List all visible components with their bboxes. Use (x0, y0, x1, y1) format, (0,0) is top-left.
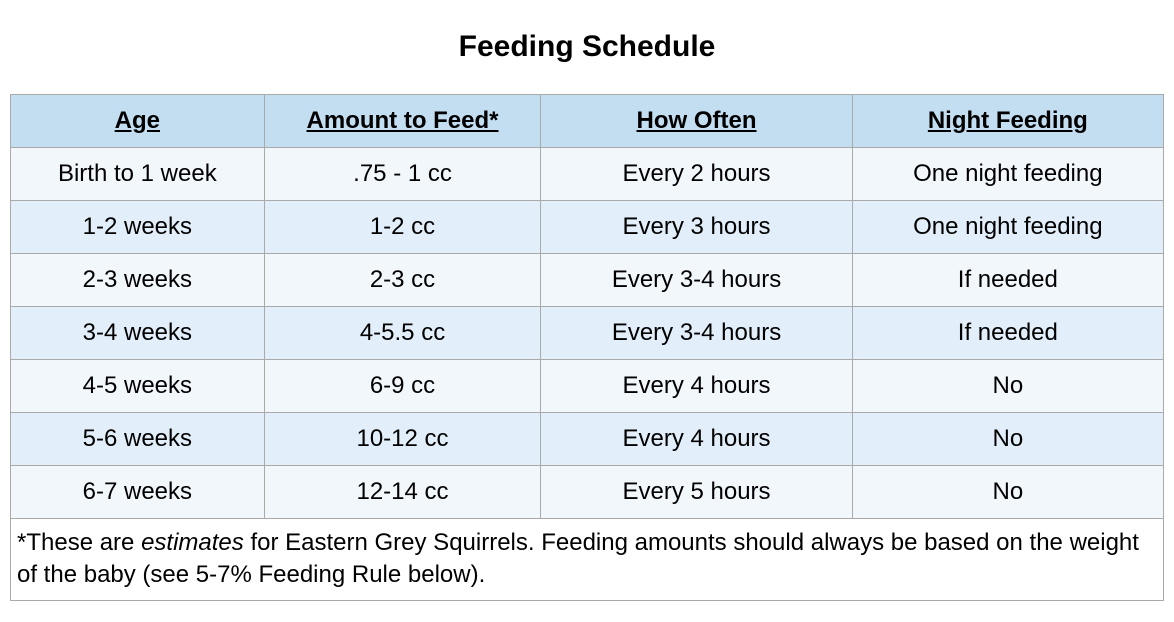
col-header-age: Age (11, 95, 265, 148)
cell-often: Every 5 hours (541, 466, 852, 519)
cell-amount: 4-5.5 cc (264, 307, 541, 360)
cell-often: Every 4 hours (541, 413, 852, 466)
footnote-prefix: *These are (17, 529, 141, 556)
table-row: 5-6 weeks 10-12 cc Every 4 hours No (11, 413, 1164, 466)
cell-night: No (852, 466, 1163, 519)
col-header-often: How Often (541, 95, 852, 148)
cell-age: 1-2 weeks (11, 201, 265, 254)
cell-age: 6-7 weeks (11, 466, 265, 519)
cell-often: Every 3 hours (541, 201, 852, 254)
page-title: Feeding Schedule (10, 30, 1164, 64)
cell-age: Birth to 1 week (11, 148, 265, 201)
cell-often: Every 3-4 hours (541, 307, 852, 360)
page: Feeding Schedule Age Amount to Feed* How… (0, 0, 1174, 611)
table-row: 3-4 weeks 4-5.5 cc Every 3-4 hours If ne… (11, 307, 1164, 360)
cell-often: Every 3-4 hours (541, 254, 852, 307)
table-row: 2-3 weeks 2-3 cc Every 3-4 hours If need… (11, 254, 1164, 307)
cell-amount: 12-14 cc (264, 466, 541, 519)
table-row: 1-2 weeks 1-2 cc Every 3 hours One night… (11, 201, 1164, 254)
cell-night: No (852, 413, 1163, 466)
table-row: 6-7 weeks 12-14 cc Every 5 hours No (11, 466, 1164, 519)
cell-age: 4-5 weeks (11, 360, 265, 413)
feeding-table: Age Amount to Feed* How Often Night Feed… (10, 94, 1164, 601)
col-header-night: Night Feeding (852, 95, 1163, 148)
cell-amount: 10-12 cc (264, 413, 541, 466)
cell-age: 5-6 weeks (11, 413, 265, 466)
table-row: Birth to 1 week .75 - 1 cc Every 2 hours… (11, 148, 1164, 201)
table-footnote-row: *These are estimates for Eastern Grey Sq… (11, 519, 1164, 601)
cell-night: If needed (852, 254, 1163, 307)
cell-night: One night feeding (852, 148, 1163, 201)
col-header-amount: Amount to Feed* (264, 95, 541, 148)
cell-amount: .75 - 1 cc (264, 148, 541, 201)
cell-often: Every 2 hours (541, 148, 852, 201)
table-row: 4-5 weeks 6-9 cc Every 4 hours No (11, 360, 1164, 413)
footnote-italic: estimates (141, 529, 244, 556)
cell-amount: 1-2 cc (264, 201, 541, 254)
cell-amount: 6-9 cc (264, 360, 541, 413)
cell-night: If needed (852, 307, 1163, 360)
cell-amount: 2-3 cc (264, 254, 541, 307)
cell-age: 2-3 weeks (11, 254, 265, 307)
cell-often: Every 4 hours (541, 360, 852, 413)
cell-age: 3-4 weeks (11, 307, 265, 360)
cell-night: One night feeding (852, 201, 1163, 254)
cell-night: No (852, 360, 1163, 413)
table-header-row: Age Amount to Feed* How Often Night Feed… (11, 95, 1164, 148)
table-footnote: *These are estimates for Eastern Grey Sq… (11, 519, 1164, 601)
